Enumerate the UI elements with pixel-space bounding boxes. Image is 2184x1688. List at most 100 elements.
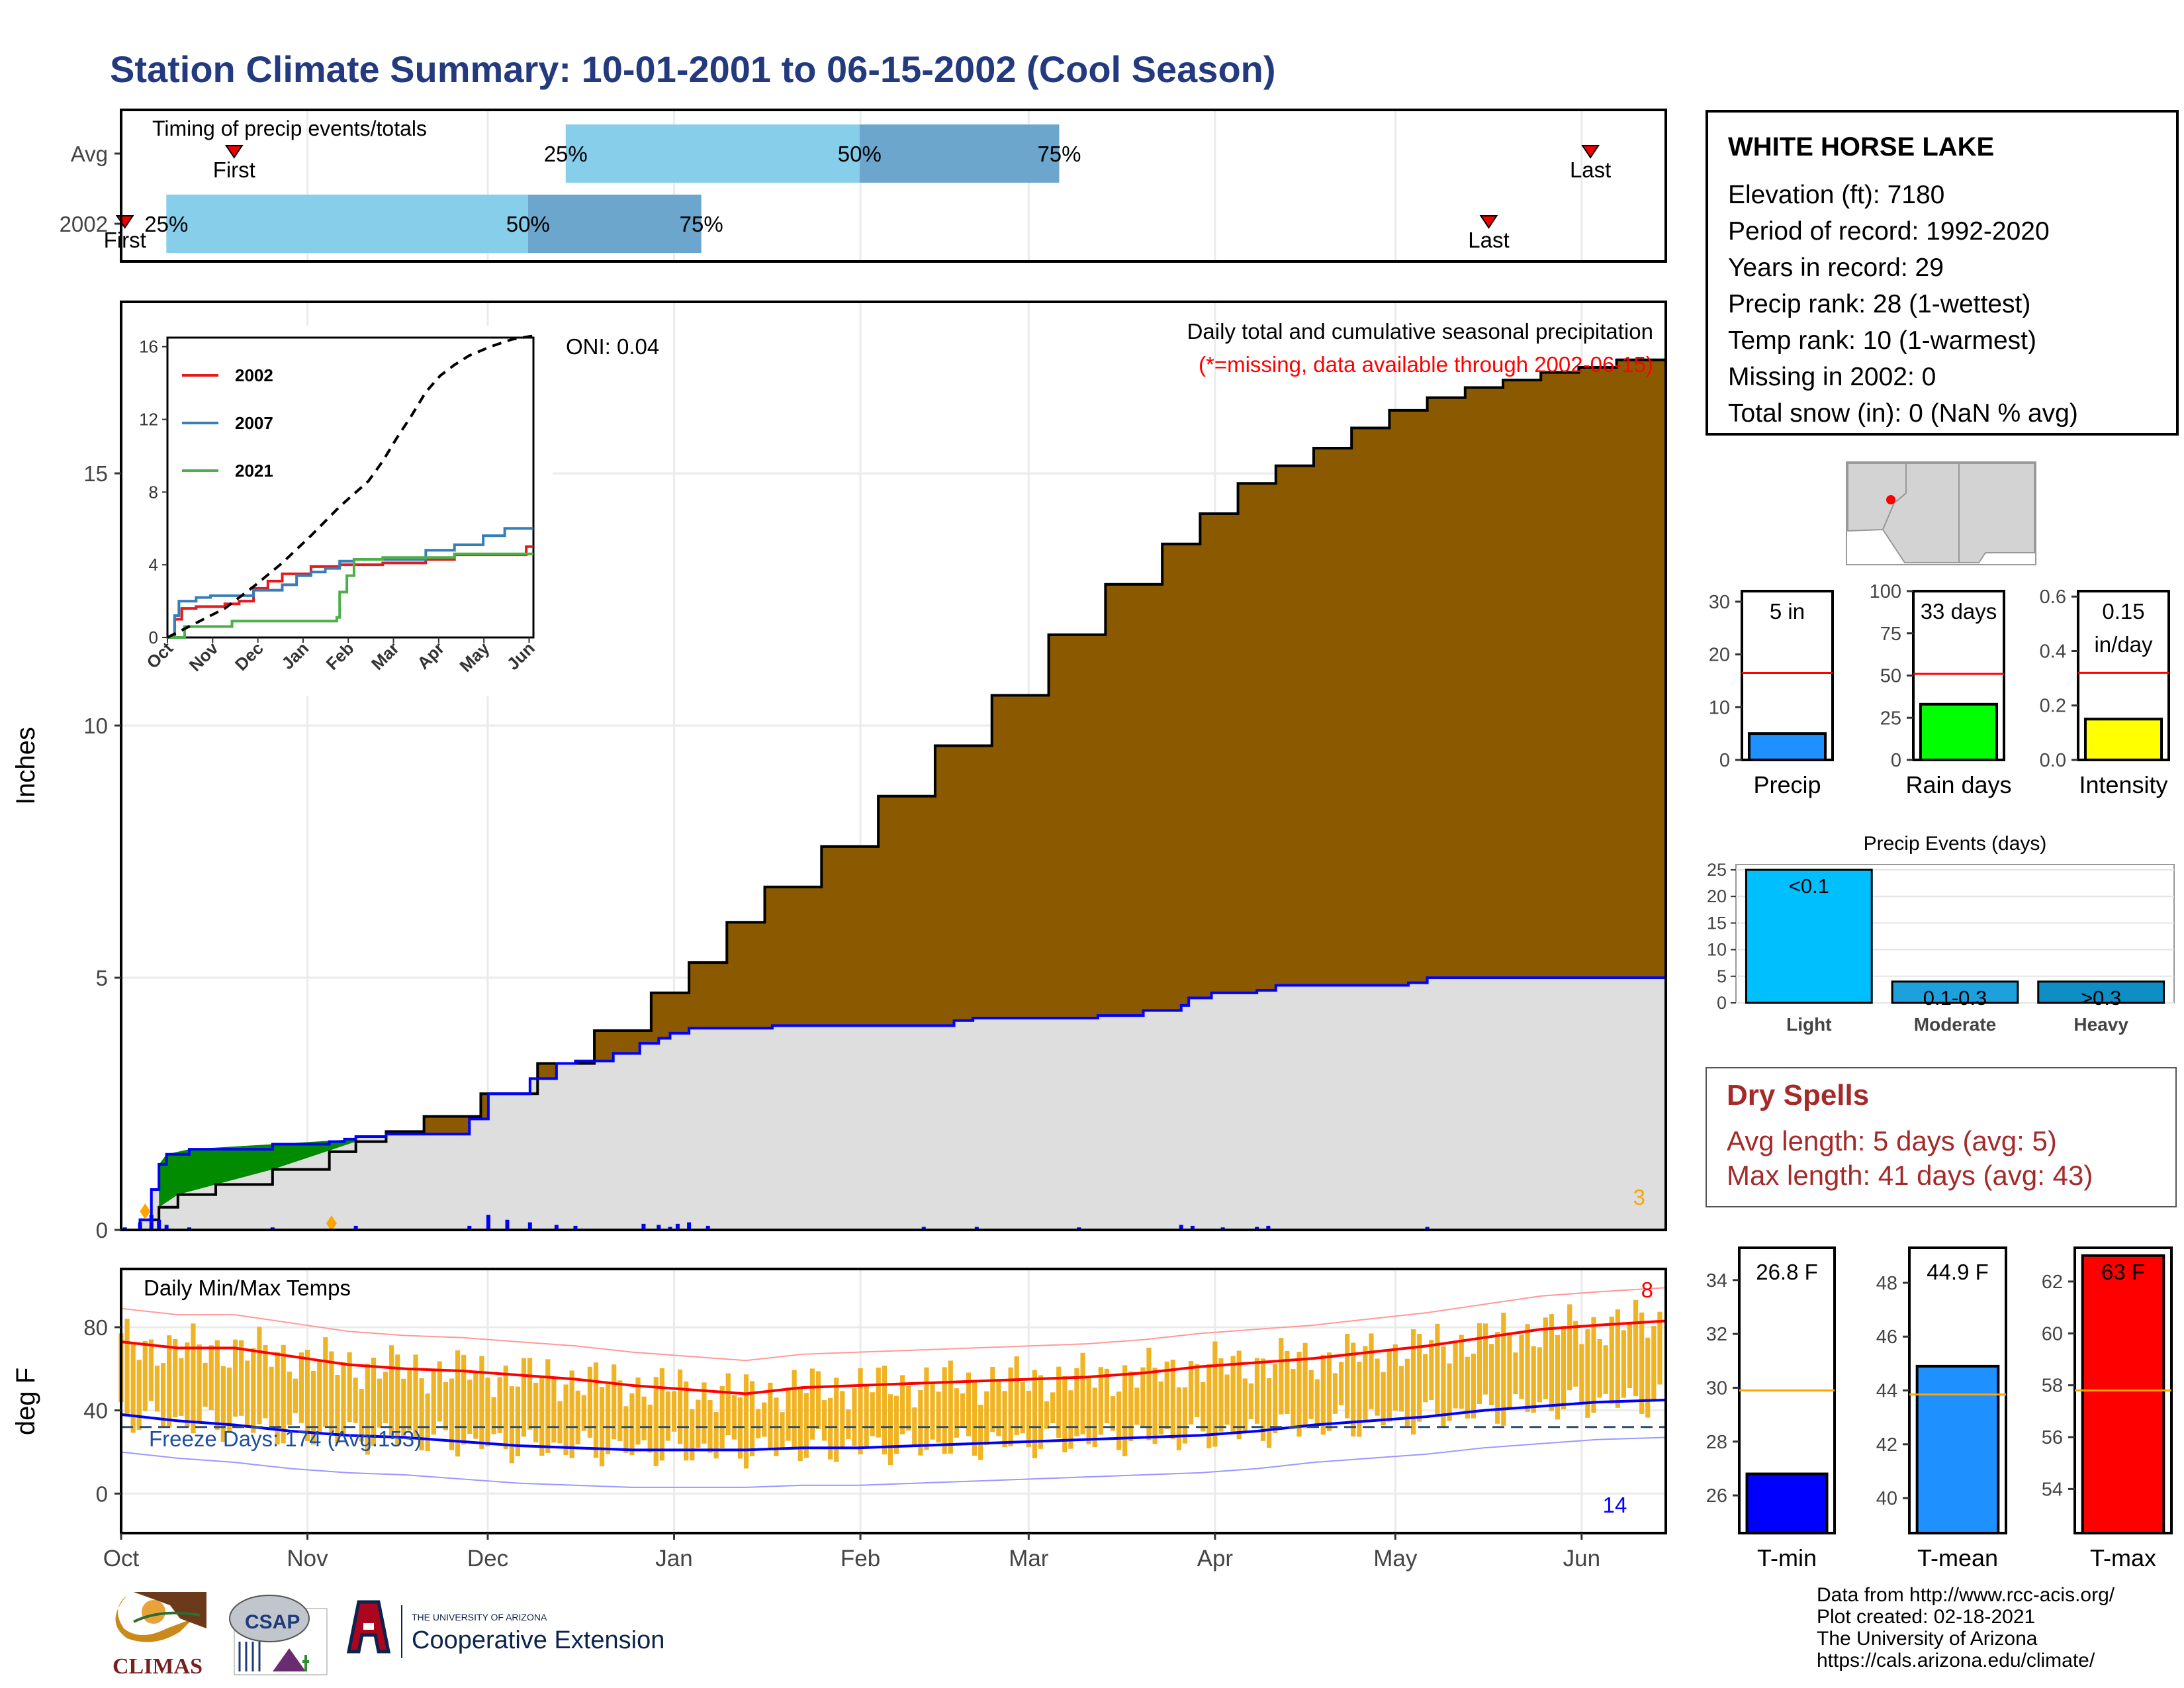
temps-daily-bar <box>653 1377 659 1466</box>
temps-avg-min-line <box>120 1398 1666 1452</box>
events-ytick-label: 20 <box>1707 886 1727 906</box>
temps-daily-bar <box>990 1367 995 1432</box>
inset-legend-label: 2002 <box>235 365 273 385</box>
timing-bar-50-75 <box>859 124 1060 183</box>
intensity-gauge-label2: in/day <box>2094 632 2153 657</box>
temps-daily-bar <box>1398 1366 1404 1412</box>
station-period: Period of record: 1992-2020 <box>1728 217 2050 246</box>
temps-daily-bar <box>1308 1370 1314 1419</box>
csap-logo-text: CSAP <box>245 1611 300 1633</box>
temps-daily-bar <box>834 1378 839 1462</box>
oni-label: ONI: 0.04 <box>566 334 659 359</box>
tmax-gauge-label: 63 F <box>2101 1260 2145 1284</box>
precip-gauge-ytick-label: 30 <box>1709 592 1730 613</box>
tmin-gauge-ytick-label: 34 <box>1706 1270 1727 1291</box>
tmean-gauge-category: T-mean <box>1917 1544 1998 1571</box>
temps-daily-bar <box>1579 1344 1584 1403</box>
temps-daily-bar <box>1591 1317 1596 1413</box>
timing-row-label: Avg <box>71 142 108 166</box>
temps-daily-bar <box>1195 1364 1200 1418</box>
temps-daily-bar <box>239 1340 244 1416</box>
temps-daily-bar <box>792 1370 797 1449</box>
temps-daily-bar <box>948 1360 953 1454</box>
temps-daily-bar <box>936 1391 941 1443</box>
map-state-newmexico <box>1958 463 2035 563</box>
temps-daily-bar <box>1597 1338 1602 1398</box>
temps-daily-bar <box>136 1360 142 1430</box>
temps-daily-bar <box>1314 1379 1320 1425</box>
precip-season-area <box>121 978 1666 1230</box>
temps-daily-bar <box>419 1378 424 1450</box>
temps-daily-bar <box>858 1368 863 1455</box>
temps-daily-bar <box>846 1409 851 1440</box>
events-chart: 0 5 10 15 20 25 <0.1 Light 0.1-0.3 Moderate >0.3 He… <box>1707 833 2175 1035</box>
temps-daily-bar <box>214 1340 220 1430</box>
temps-daily-bar <box>509 1386 514 1464</box>
temps-daily-bar <box>1603 1345 1608 1394</box>
ua-logo-line2: Cooperative Extension <box>412 1626 664 1654</box>
events-ytick-label: 0 <box>1717 993 1727 1013</box>
temps-daily-bar <box>1302 1342 1308 1429</box>
temps-daily-bar <box>684 1381 689 1461</box>
temps-daily-bar <box>756 1409 761 1438</box>
temps-daily-bar <box>1326 1352 1332 1431</box>
temps-ytick-label: 40 <box>83 1399 108 1423</box>
temps-daily-bar <box>1489 1344 1494 1405</box>
timing-pct-label: 75% <box>1037 142 1081 166</box>
timing-last-label: Last <box>1468 228 1509 252</box>
temps-daily-bar <box>1092 1387 1097 1448</box>
timing-bar-25-50 <box>565 124 860 183</box>
precip-avg-line <box>121 355 1667 1231</box>
temps-daily-bar <box>521 1358 527 1437</box>
temps-daily-bar <box>257 1327 262 1425</box>
temps-daily-bar <box>587 1366 592 1438</box>
precip-gauge-ytick-label: 0 <box>1719 750 1730 771</box>
temps-daily-bar <box>1351 1342 1356 1437</box>
temps-daily-bar <box>1627 1323 1633 1388</box>
temps-daily-bar <box>1357 1362 1362 1437</box>
temps-daily-bar <box>245 1360 250 1428</box>
temps-daily-bar <box>1014 1356 1019 1435</box>
temps-daily-bar <box>1201 1382 1206 1432</box>
temps-daily-bar <box>160 1363 166 1427</box>
station-missing: Missing in 2002: 0 <box>1728 363 1936 391</box>
credits: Data from http://www.rcc-acis.org/ Plot … <box>1817 1584 2115 1671</box>
temps-daily-bar <box>1008 1367 1013 1446</box>
temps-daily-bar <box>220 1366 226 1442</box>
temps-daily-bar <box>797 1388 803 1462</box>
timing-pct-label: 25% <box>544 142 588 166</box>
temps-daily-bar <box>1429 1340 1434 1401</box>
temps-daily-bar <box>1573 1321 1578 1387</box>
precip-daily-bar <box>573 1225 578 1230</box>
temps-daily-bar <box>876 1367 881 1438</box>
temps-daily-bar <box>641 1396 647 1440</box>
temps-daily-bar <box>1471 1353 1476 1419</box>
temps-daily-bar <box>1561 1325 1567 1409</box>
temps-daily-bar <box>1212 1341 1218 1447</box>
precip-daily-bar <box>974 1227 979 1230</box>
events-category-label: Light <box>1786 1014 1831 1035</box>
dry-spells-title: Dry Spells <box>1727 1079 1870 1111</box>
temps-daily-bar <box>569 1370 574 1458</box>
temps-daily-bar <box>1044 1401 1050 1429</box>
temps-daily-bar <box>647 1404 653 1453</box>
events-title: Precip Events (days) <box>1864 833 2047 855</box>
timing-title: Timing of precip events/totals <box>152 117 427 140</box>
csap-logo: CSAP <box>229 1595 328 1675</box>
precip-daily-bar <box>467 1225 472 1230</box>
temps-daily-bar <box>623 1406 629 1453</box>
temps-title: Daily Min/Max Temps <box>144 1276 351 1300</box>
temps-daily-bar <box>443 1382 449 1430</box>
precip-daily-bar <box>668 1227 672 1230</box>
raindays-gauge-ytick-label: 25 <box>1880 708 1901 729</box>
inset-ytick-label: 0 <box>149 628 158 647</box>
tmax-gauge-category: T-max <box>2090 1544 2156 1571</box>
temps-daily-bar <box>978 1405 983 1460</box>
temps-min-record-count: 14 <box>1603 1493 1627 1517</box>
temps-daily-bar <box>383 1372 388 1423</box>
ua-logo: THE UNIVERSITY OF ARIZONA Cooperative Ex… <box>346 1600 664 1658</box>
temps-daily-bar <box>1224 1374 1230 1425</box>
precip-daily-bar <box>1179 1225 1183 1230</box>
raindays-gauge-ytick-label: 50 <box>1880 666 1901 687</box>
